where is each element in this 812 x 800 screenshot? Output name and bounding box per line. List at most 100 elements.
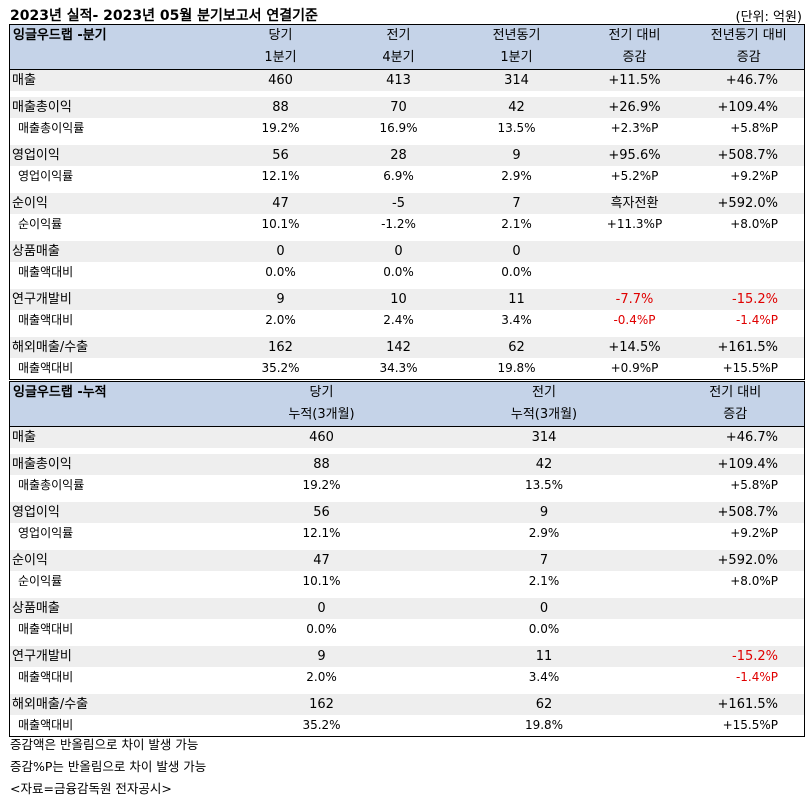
table-cell: 12.1% [302,526,341,540]
table-cell: 413 [339,69,458,91]
header-row: 잉글우드랩 -누적 당기 전기 전기 대비 [9,381,805,404]
table-cell: 42 [457,97,576,118]
ratio-row: 매출액대비 35.2% 34.3% 19.8% +0.9%P +15.5%P [10,358,805,380]
table-cell: +592.0% [666,550,805,571]
ratio-row: 매출액대비 2.0% 3.4% -1.4%P [10,667,805,688]
header-blank [9,47,222,70]
table-cell [694,262,805,283]
table-cell [693,241,805,262]
row-label: 매출총이익 [9,454,222,475]
table-cell: 0 [221,241,340,262]
row-label: 해외매출/수출 [9,337,222,358]
table-cell: +592.0% [693,193,805,214]
header-row: 누적(3개월) 누적(3개월) 증감 [9,404,805,427]
table-cell: 62 [421,694,667,715]
table-cell: 12.1% [261,169,300,183]
row-label: 순이익률 [18,217,63,231]
table-cell: 162 [221,337,340,358]
row-label: 영업이익률 [18,526,74,540]
header-row: 잉글우드랩 -분기 당기 전기 전년동기 전기 대비 전년동기 대비 [9,24,805,47]
table-cell: 2.1% [501,217,532,231]
table-cell: 10.1% [261,217,300,231]
table-cell: +11.5% [575,69,694,91]
table-cell: 0.0% [501,265,532,279]
table-row: 매출 460 413 314 +11.5% +46.7% [9,69,805,91]
row-label: 영업이익 [9,502,222,523]
ratio-row: 순이익률 10.1% -1.2% 2.1% +11.3%P +8.0%P [10,214,805,235]
table-cell: 314 [421,426,667,448]
row-label: 상품매출 [9,598,222,619]
footnotes: 증감액은 반올림으로 차이 발생 가능 증감%P는 반올림으로 차이 발생 가능… [10,734,206,800]
table-cell: +109.4% [693,97,805,118]
table-cell: +15.5%P [722,361,778,375]
table-cell: 19.2% [261,121,300,135]
row-label: 해외매출/수출 [9,694,222,715]
table-cell [667,619,805,640]
table-cell: 88 [221,454,422,475]
table-cell: 34.3% [379,361,418,375]
table-cell: 56 [221,502,422,523]
table-cell: 7 [421,550,667,571]
table-cell: 9 [221,289,340,310]
source-note: <자료=금융감독원 전자공시> [10,781,172,796]
row-label: 매출총이익률 [18,121,85,135]
column-header: 전기 [421,381,667,404]
table-cell: 2.9% [501,169,532,183]
table-cell: +0.9%P [610,361,659,375]
column-header: 1분기 [457,47,576,70]
column-header: 누적(3개월) [221,404,422,427]
table-cell [575,241,694,262]
table-cell: 0 [457,241,576,262]
table-cell: 0.0% [383,265,414,279]
table-cell: 2.9% [528,526,560,540]
table-cell: +15.5%P [722,718,778,732]
table-cell: 42 [421,454,667,475]
table-row: 상품매출 0 0 0 [9,241,805,262]
header-blank [9,404,222,427]
table-cell: -1.4%P [735,313,778,327]
ratio-row: 매출액대비 0.0% 0.0% 0.0% [10,262,805,283]
table-cell: +161.5% [666,694,805,715]
column-header: 전년동기 [457,24,576,47]
table-cell: 0 [421,598,667,619]
table-cell: +109.4% [666,454,805,475]
row-label: 영업이익률 [18,169,74,183]
table-row: 해외매출/수출 162 62 +161.5% [9,694,805,715]
table-cell: 11 [457,289,576,310]
column-header: 증감 [575,47,694,70]
table-cell: +5.2%P [610,169,659,183]
table-row: 순이익 47 7 +592.0% [9,550,805,571]
row-label: 매출액대비 [18,313,74,327]
table-cell: +95.6% [575,145,694,166]
table-cell: 2.0% [306,670,337,684]
table-row: 연구개발비 9 10 11 -7.7% -15.2% [9,289,805,310]
ratio-row: 영업이익률 12.1% 2.9% +9.2%P [10,523,805,544]
footnote: 증감액은 반올림으로 차이 발생 가능 [10,737,199,752]
table-row: 매출총이익 88 42 +109.4% [9,454,805,475]
table-cell: +11.3%P [606,217,663,231]
ratio-row: 매출액대비 35.2% 19.8% +15.5%P [10,715,805,737]
table-cell: +9.2%P [730,526,778,540]
table-cell: +46.7% [693,69,805,91]
table-cell: -15.2% [693,289,805,310]
table-cell: 16.9% [379,121,418,135]
table-cell: 6.9% [383,169,414,183]
row-label: 매출총이익률 [18,478,85,492]
row-label: 매출 [9,69,222,91]
ratio-row: 매출액대비 2.0% 2.4% 3.4% -0.4%P -1.4%P [10,310,805,331]
table-cell: 흑자전환 [575,193,694,214]
table-cell: 2.1% [528,574,560,588]
table-cell: 2.0% [265,313,296,327]
row-label: 연구개발비 [9,646,222,667]
table-row: 연구개발비 9 11 -15.2% [9,646,805,667]
header-row: 1분기 4분기 1분기 증감 증감 [9,47,805,70]
row-label: 순이익률 [18,574,63,588]
ratio-row: 매출액대비 0.0% 0.0% [10,619,805,640]
table-cell: 142 [339,337,458,358]
table-cell: +26.9% [575,97,694,118]
table-cell: 13.5% [524,478,564,492]
cumulative-table: 잉글우드랩 -누적 당기 전기 전기 대비 누적(3개월) 누적(3개월) 증감 매출 460 3… [9,381,805,737]
column-header: 누적(3개월) [421,404,667,427]
table-cell: 88 [221,97,340,118]
table-row: 매출 460 314 +46.7% [9,426,805,448]
